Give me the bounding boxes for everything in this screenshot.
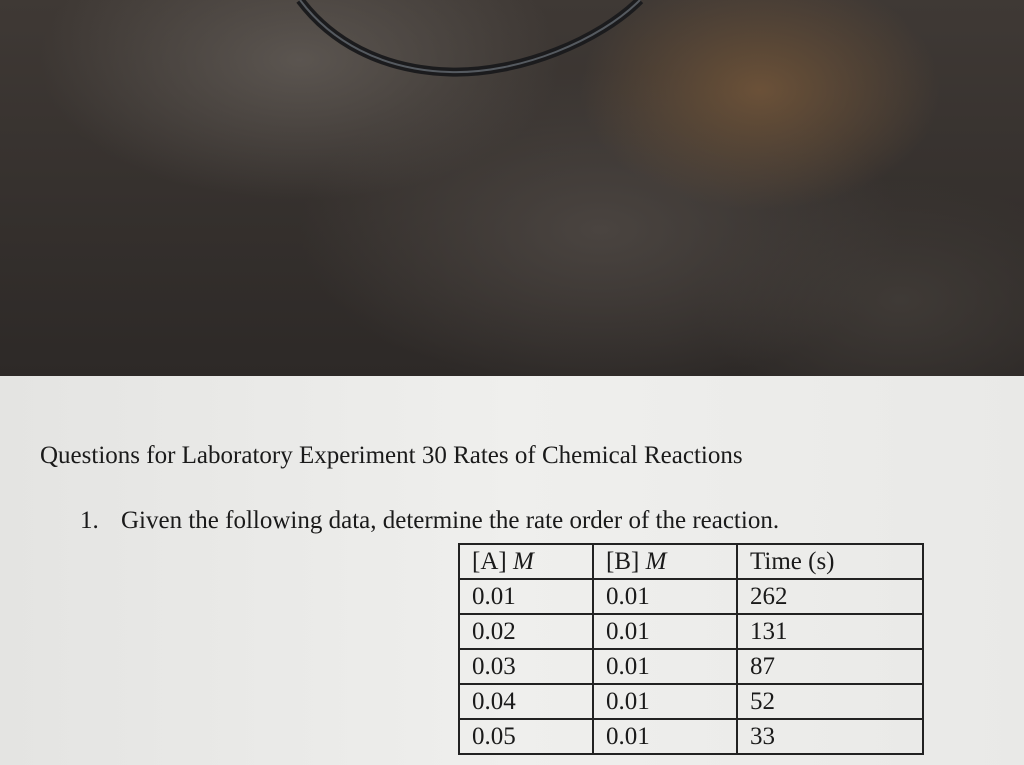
title: Questions for Laboratory Experiment 30 R… — [40, 442, 743, 469]
header-label: Time (s) — [750, 548, 835, 575]
header-unit: M — [645, 548, 667, 575]
header-unit: M — [512, 548, 534, 575]
table-cell: 0.01 — [592, 718, 738, 755]
table-row: 0.02 0.01 131 — [458, 613, 924, 650]
data-table: [A] M [B] M Time (s) 0.01 0.01 262 0.02 0.01… — [458, 543, 924, 755]
countertop-photo — [0, 0, 1024, 376]
table-cell: 0.02 — [458, 613, 594, 650]
question-text: Given the following data, determine the … — [121, 507, 780, 534]
table-cell: 52 — [736, 683, 924, 720]
table-cell: 0.05 — [458, 718, 594, 755]
table-row: 0.01 0.01 262 — [458, 578, 924, 615]
header-cell: [A] M — [458, 543, 594, 580]
table-cell: 0.01 — [458, 578, 594, 615]
header-label: [A] — [472, 548, 507, 575]
table-cell: 87 — [736, 648, 924, 685]
table-row: 0.03 0.01 87 — [458, 648, 924, 685]
worksheet: Questions for Laboratory Experiment 30 R… — [0, 376, 1024, 765]
table-cell: 0.01 — [592, 648, 738, 685]
header-label: [B] — [606, 548, 640, 575]
header-cell: [B] M — [592, 543, 738, 580]
header-cell: Time (s) — [736, 543, 924, 580]
table-cell: 0.01 — [592, 613, 738, 650]
table-row: 0.05 0.01 33 — [458, 718, 924, 755]
table-cell: 0.04 — [458, 683, 594, 720]
table-cell: 0.01 — [592, 683, 738, 720]
cable — [296, 0, 644, 77]
table-row: 0.04 0.01 52 — [458, 683, 924, 720]
table-cell: 262 — [736, 578, 924, 615]
table-cell: 0.03 — [458, 648, 594, 685]
table-cell: 0.01 — [592, 578, 738, 615]
table-cell: 33 — [736, 718, 924, 755]
question-number: 1. — [80, 507, 99, 534]
table-cell: 131 — [736, 613, 924, 650]
header-row: [A] M [B] M Time (s) — [458, 543, 924, 580]
